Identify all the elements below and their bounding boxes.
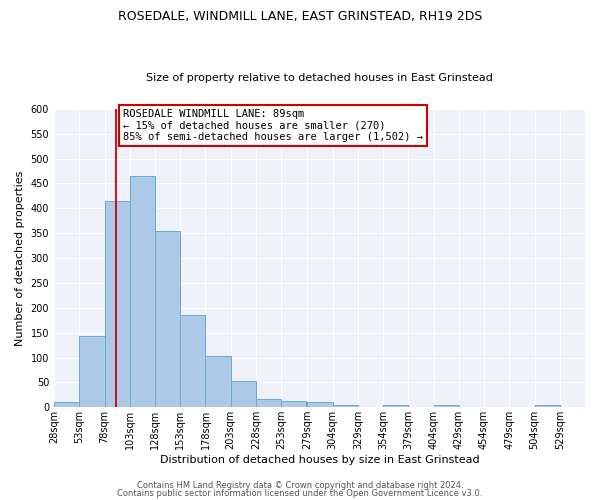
Text: ROSEDALE, WINDMILL LANE, EAST GRINSTEAD, RH19 2DS: ROSEDALE, WINDMILL LANE, EAST GRINSTEAD,… [118,10,482,23]
Bar [54,402,79,407]
Bar [535,405,560,407]
Bar [205,356,230,408]
Bar [281,401,307,407]
Text: ROSEDALE WINDMILL LANE: 89sqm
← 15% of detached houses are smaller (270)
85% of : ROSEDALE WINDMILL LANE: 89sqm ← 15% of d… [123,109,423,142]
Bar [307,402,332,407]
Bar [332,405,358,407]
Bar [130,176,155,408]
Bar [230,381,256,407]
Bar [180,315,205,408]
X-axis label: Distribution of detached houses by size in East Grinstead: Distribution of detached houses by size … [160,455,479,465]
Text: Contains HM Land Registry data © Crown copyright and database right 2024.: Contains HM Land Registry data © Crown c… [137,481,463,490]
Bar [434,405,459,407]
Bar [155,230,180,408]
Bar [104,201,130,408]
Y-axis label: Number of detached properties: Number of detached properties [15,170,25,346]
Bar [256,400,281,407]
Bar [79,336,104,407]
Title: Size of property relative to detached houses in East Grinstead: Size of property relative to detached ho… [146,73,493,83]
Text: Contains public sector information licensed under the Open Government Licence v3: Contains public sector information licen… [118,488,482,498]
Bar [383,405,409,407]
